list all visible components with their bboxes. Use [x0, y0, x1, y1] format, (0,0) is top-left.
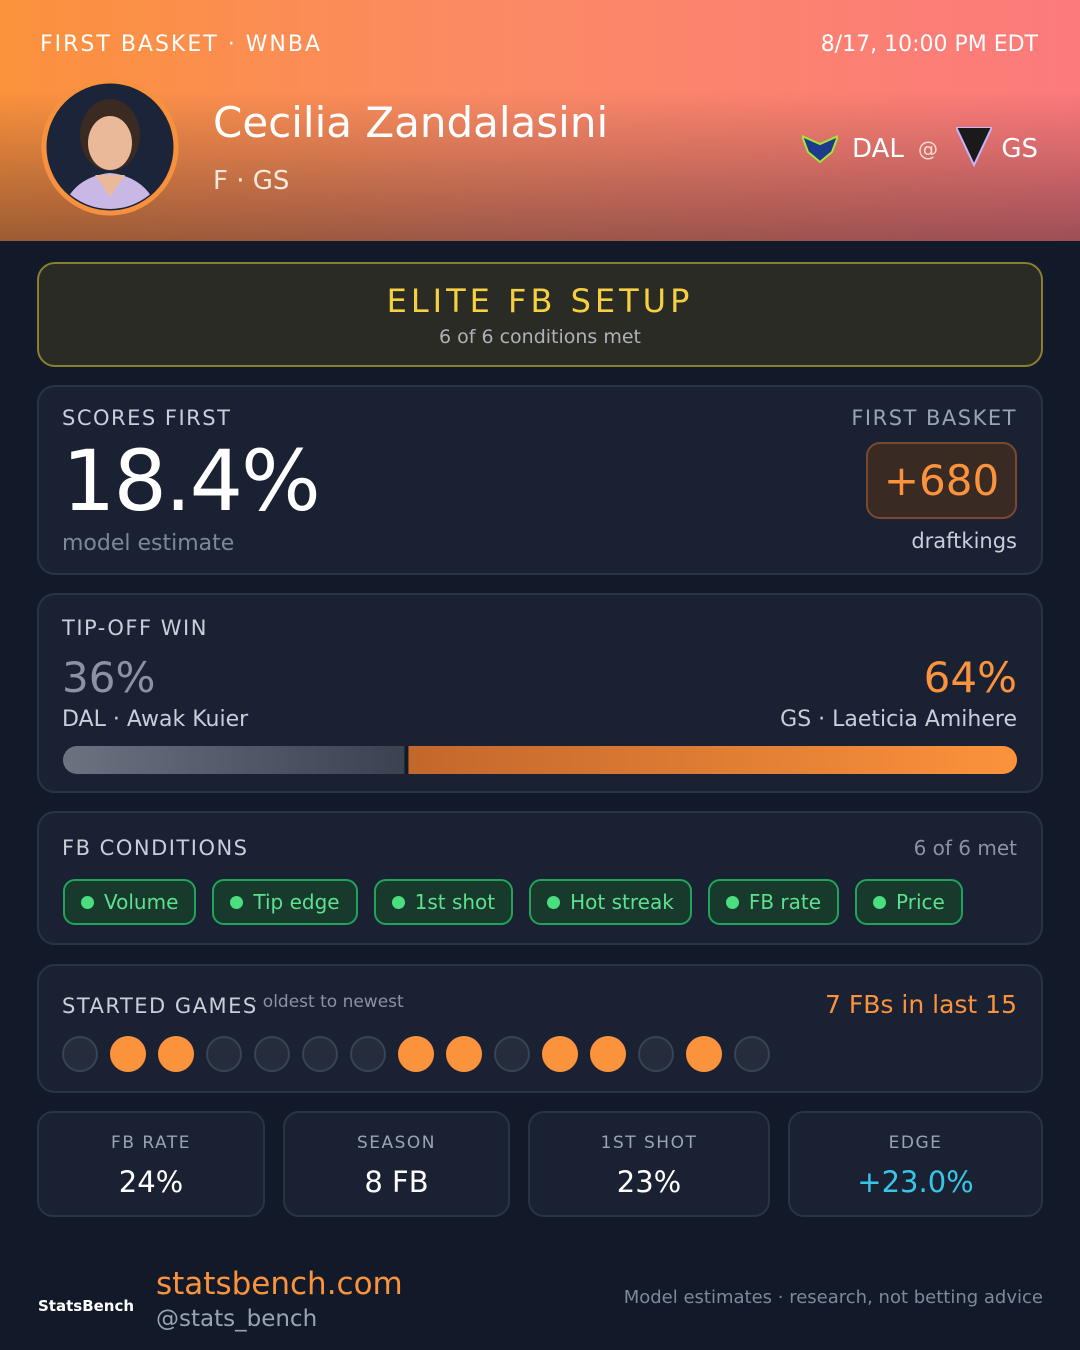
- chip-label: Volume: [104, 890, 179, 914]
- stat-value: 23%: [616, 1165, 682, 1199]
- note: · oldest to newest: [252, 992, 404, 1012]
- condition-chip: Hot streak: [529, 879, 692, 925]
- summary: 7 FBs in last 15: [825, 990, 1017, 1019]
- stat-value: 24%: [118, 1165, 184, 1199]
- condition-chip: Volume: [63, 879, 197, 925]
- condition-chip: 1st shot: [373, 879, 514, 925]
- stat-value: +23.0%: [857, 1165, 974, 1199]
- summary: 6 of 6 met: [913, 836, 1017, 860]
- datetime: 8/17, 10:00 PM EDT: [820, 32, 1038, 57]
- stat-tile: FB RATE 24%: [37, 1111, 265, 1217]
- stat-label: SEASON: [356, 1133, 437, 1153]
- game-dot: [254, 1036, 290, 1072]
- probability: 18.4%: [62, 432, 321, 530]
- status-dot: [81, 895, 94, 909]
- label: STARTED GAMES: [62, 994, 258, 1018]
- setup-title: ELITE FB SETUP: [386, 282, 694, 320]
- games-card: [37, 964, 1043, 1093]
- odds: +680: [866, 442, 1017, 519]
- home-pct: 64%: [923, 653, 1017, 702]
- bar-group: [63, 746, 1017, 774]
- game-dot: [62, 1036, 98, 1072]
- game-dot: [494, 1036, 530, 1072]
- disclaimer: Model estimates · research, not betting …: [623, 1287, 1043, 1308]
- chip-label: Tip edge: [253, 890, 340, 914]
- label: SCORES FIRST: [62, 406, 232, 430]
- game-dot: [446, 1036, 482, 1072]
- status-dot: [725, 895, 739, 909]
- away-share: [63, 746, 407, 774]
- logo: StatsBench: [38, 1297, 135, 1315]
- player-meta: F · GS: [213, 166, 290, 196]
- chip-label: 1st shot: [414, 890, 496, 914]
- status-dot: [230, 895, 244, 909]
- player-photo: [41, 78, 179, 216]
- away-logo: [802, 134, 838, 164]
- game-dot: [590, 1036, 626, 1072]
- setup-subtitle: 6 of 6 conditions met: [438, 326, 642, 348]
- stat-tile: 1ST SHOT 23%: [528, 1111, 770, 1217]
- status-dot: [547, 895, 561, 909]
- game-dot: [158, 1036, 194, 1072]
- condition-chip: Price: [855, 879, 963, 925]
- label: TIP-OFF WIN: [62, 616, 208, 640]
- chip-label: Hot streak: [570, 890, 674, 914]
- note: model estimate: [62, 531, 235, 556]
- game-dot: [398, 1036, 434, 1072]
- game-dot: [734, 1036, 770, 1072]
- chip-label: FB rate: [748, 890, 822, 914]
- chip-row: Volume Tip edge 1st shot Hot streak FB rate P…: [63, 879, 963, 925]
- condition-chip: Tip edge: [212, 879, 358, 925]
- header: [0, 0, 1080, 241]
- game-dot: [110, 1036, 146, 1072]
- handle: @stats_bench: [156, 1306, 318, 1332]
- game-dots: [62, 1036, 770, 1072]
- game-dot: [302, 1036, 338, 1072]
- status-dot: [391, 895, 405, 909]
- away-pct: 36%: [62, 653, 156, 702]
- game-dot: [686, 1036, 722, 1072]
- player-name: Cecilia Zandalasini: [213, 98, 609, 147]
- home-share: [406, 746, 1017, 774]
- status-dot: [873, 895, 887, 909]
- stat-value: 8 FB: [364, 1165, 429, 1199]
- game-dot: [350, 1036, 386, 1072]
- stat-tile: SEASON 8 FB: [283, 1111, 510, 1217]
- eyebrow: FIRST BASKET · WNBA: [40, 32, 323, 57]
- tipoff-bar: [63, 746, 1017, 774]
- condition-chip: FB rate: [707, 879, 840, 925]
- home-player: GS · Laeticia Amihere: [780, 707, 1017, 732]
- divider: [404, 746, 409, 774]
- away-team: DAL: [852, 134, 904, 164]
- odds-label: FIRST BASKET: [851, 406, 1017, 430]
- stat-label: FB RATE: [111, 1133, 191, 1153]
- stat-label: EDGE: [888, 1133, 943, 1153]
- stat-label: 1ST SHOT: [600, 1133, 698, 1153]
- at-sign: @: [918, 137, 938, 161]
- home-logo: [956, 127, 992, 167]
- game-dot: [206, 1036, 242, 1072]
- chip-label: Price: [896, 890, 945, 914]
- site: statsbench.com: [156, 1266, 403, 1302]
- game-dot: [638, 1036, 674, 1072]
- home-team: GS: [1001, 134, 1038, 164]
- game-dot: [542, 1036, 578, 1072]
- away-player: DAL · Awak Kuier: [62, 707, 249, 732]
- stat-tile: EDGE +23.0%: [788, 1111, 1043, 1217]
- setup-banner: ELITE FB SETUP 6 of 6 conditions met: [37, 262, 1043, 367]
- label: FB CONDITIONS: [62, 836, 249, 860]
- book: draftkings: [911, 529, 1017, 553]
